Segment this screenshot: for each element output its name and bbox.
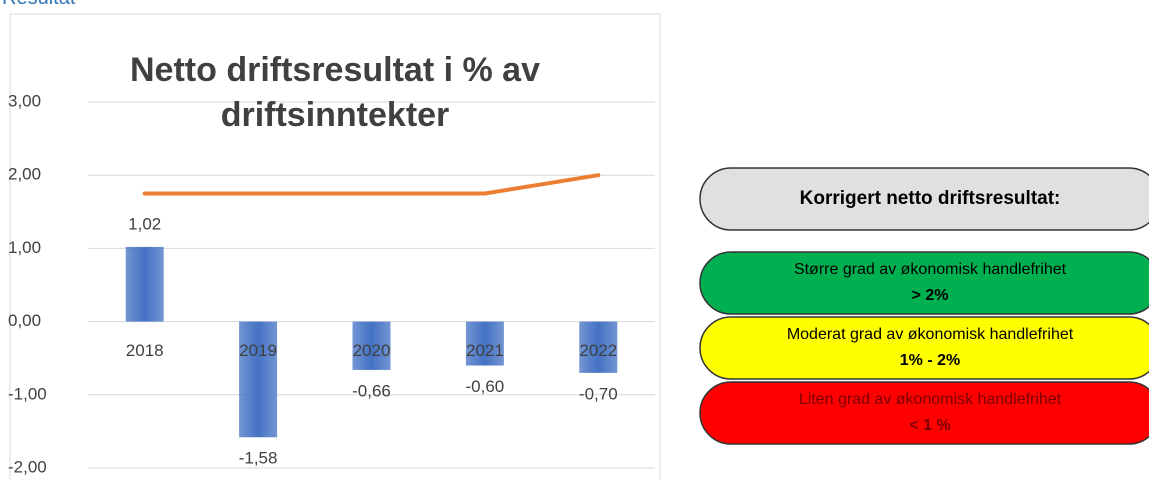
data-label: 1,02	[128, 214, 161, 233]
panel-header-box	[699, 167, 1149, 231]
section-heading: Resultat	[2, 0, 75, 10]
level-box	[699, 316, 1149, 380]
x-tick-label: 2020	[353, 341, 391, 360]
chart-title: driftsinntekter	[221, 96, 450, 134]
chart-title: Netto driftsresultat i % av	[130, 51, 540, 89]
bar	[125, 246, 164, 322]
bar	[239, 321, 278, 438]
x-tick-label: 2021	[466, 341, 504, 360]
level-label: Moderat grad av økonomisk handlefrihet	[787, 326, 1074, 343]
bar	[465, 321, 504, 366]
level-label: Liten grad av økonomisk handlefrihet	[799, 391, 1062, 408]
x-tick-label: 2018	[126, 341, 164, 360]
y-tick-label: 3,00	[8, 91, 41, 110]
x-tick-label: 2019	[239, 341, 277, 360]
bar	[579, 321, 618, 373]
y-tick-label: -1,00	[8, 384, 47, 403]
level-label: Større grad av økonomisk handlefrihet	[794, 261, 1067, 278]
y-tick-label: 2,00	[8, 165, 41, 184]
y-tick-label: -2,00	[8, 457, 47, 476]
level-range: < 1 %	[909, 417, 950, 434]
level-range: > 2%	[912, 287, 949, 304]
level-box	[699, 381, 1149, 445]
y-tick-label: 1,00	[8, 238, 41, 257]
data-label: -0,66	[352, 381, 391, 400]
level-range: 1% - 2%	[900, 352, 960, 369]
data-label: -1,58	[239, 449, 278, 468]
level-box	[699, 251, 1149, 315]
data-label: -0,70	[579, 384, 618, 403]
x-tick-label: 2022	[579, 341, 617, 360]
bar	[352, 321, 391, 370]
y-tick-label: 0,00	[8, 311, 41, 330]
panel-header: Korrigert netto driftsresultat:	[800, 188, 1061, 209]
data-label: -0,60	[466, 377, 505, 396]
chart-frame	[9, 13, 661, 480]
line	[142, 173, 601, 196]
